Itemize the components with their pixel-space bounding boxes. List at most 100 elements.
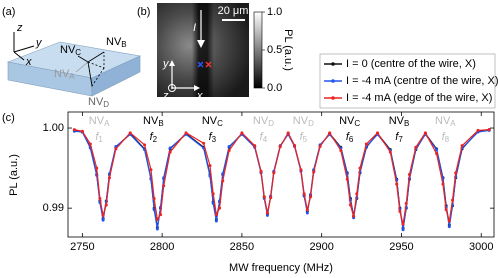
data-point bbox=[305, 208, 309, 212]
data-point bbox=[447, 225, 451, 229]
data-point bbox=[401, 228, 405, 232]
x-tick-label: 3000 bbox=[469, 241, 493, 253]
data-point bbox=[159, 213, 163, 217]
panel-b-image bbox=[157, 3, 263, 97]
data-point bbox=[269, 196, 273, 200]
data-point bbox=[328, 131, 332, 135]
data-point bbox=[253, 144, 257, 148]
dip-f-label-part: f bbox=[209, 131, 213, 143]
data-point bbox=[299, 168, 303, 172]
axis-letter: z bbox=[162, 90, 169, 102]
y-tick-label: 1.00 bbox=[43, 122, 64, 134]
dip-f-label: f3 bbox=[209, 131, 217, 144]
data-point bbox=[214, 213, 218, 217]
data-point bbox=[293, 144, 297, 148]
legend-marker bbox=[331, 62, 335, 66]
dip-nv-label-part: A bbox=[104, 119, 110, 128]
data-point bbox=[101, 218, 105, 222]
dip-nv-label-part: NV bbox=[253, 115, 269, 127]
panel-label: (b) bbox=[137, 6, 150, 18]
nv-axis-label: NVB bbox=[106, 36, 127, 49]
dip-f-label-part: 8 bbox=[445, 135, 450, 144]
data-point bbox=[259, 169, 263, 173]
dip-nv-label: NVD bbox=[253, 115, 274, 128]
data-point bbox=[162, 184, 166, 188]
dip-nv-label-part: NV bbox=[389, 115, 405, 127]
data-point bbox=[262, 195, 266, 199]
data-point bbox=[152, 208, 156, 212]
nv-axis-label: NVC bbox=[60, 44, 81, 57]
dip-nv-label-part: D bbox=[268, 119, 274, 128]
dip-f-label: f1 bbox=[95, 131, 103, 144]
dip-f-label: f2 bbox=[150, 131, 158, 144]
nv-axis-label-part: C bbox=[75, 48, 81, 57]
colorbar-tick-label: 0.5 bbox=[267, 44, 282, 56]
axis-letter: y bbox=[35, 37, 43, 49]
data-point bbox=[152, 197, 156, 201]
dip-f-label-part: f bbox=[346, 131, 350, 143]
nv-axis-label-part: NV bbox=[106, 36, 122, 48]
data-point bbox=[143, 143, 147, 147]
dip-nv-label: NVC bbox=[202, 115, 223, 128]
nv-axis-label-part: A bbox=[69, 72, 75, 81]
nv-axis-label-part: NV bbox=[54, 68, 70, 80]
nv-axis-label-part: B bbox=[121, 40, 126, 49]
data-point bbox=[398, 209, 402, 213]
colorbar-tick-label: 0.0 bbox=[267, 82, 282, 94]
data-point bbox=[155, 227, 159, 231]
legend-label: I = -4 mA (edge of the wire, X) bbox=[346, 92, 492, 104]
data-point bbox=[202, 141, 206, 145]
data-point bbox=[240, 131, 244, 135]
legend-label: I = 0 (centre of the wire, X) bbox=[346, 58, 476, 70]
dip-nv-label-part: C bbox=[354, 119, 360, 128]
x-tick-label: 2900 bbox=[309, 241, 333, 253]
data-point bbox=[454, 171, 458, 175]
dip-nv-label-part: NV bbox=[293, 115, 309, 127]
data-point bbox=[149, 168, 153, 172]
dip-nv-label-part: B bbox=[404, 119, 409, 128]
data-point bbox=[487, 128, 491, 132]
panel-label: (a) bbox=[2, 6, 15, 18]
data-point bbox=[352, 214, 356, 218]
data-point bbox=[227, 144, 231, 148]
data-point bbox=[168, 150, 172, 154]
dip-nv-label-part: C bbox=[217, 119, 223, 128]
data-point bbox=[104, 203, 108, 207]
data-point bbox=[95, 166, 99, 170]
dip-nv-label: NVD bbox=[293, 115, 314, 128]
data-point bbox=[98, 197, 102, 201]
dip-nv-label: NVB bbox=[389, 115, 410, 128]
data-point bbox=[128, 131, 132, 135]
data-point bbox=[441, 182, 445, 186]
data-point bbox=[107, 176, 111, 180]
data-point bbox=[265, 211, 269, 215]
y-axis-label: PL (a.u.) bbox=[8, 154, 20, 196]
dip-f-label-part: 1 bbox=[98, 135, 103, 144]
data-point bbox=[376, 131, 380, 135]
nv-axis-label-part: NV bbox=[60, 44, 76, 56]
data-point bbox=[114, 147, 118, 151]
data-point bbox=[451, 198, 455, 202]
colorbar-tick-label: 1.0 bbox=[267, 6, 282, 18]
dip-nv-label-part: NV bbox=[89, 115, 105, 127]
data-point bbox=[80, 129, 84, 133]
dip-f-label-part: f bbox=[395, 131, 399, 143]
dip-nv-label: NVC bbox=[339, 115, 360, 128]
current-label: I bbox=[193, 22, 196, 34]
data-point bbox=[208, 164, 212, 168]
data-point bbox=[444, 208, 448, 212]
series-line bbox=[74, 129, 490, 230]
dip-f-label-part: f bbox=[95, 131, 99, 143]
data-point bbox=[211, 192, 215, 196]
y-tick-label: 0.99 bbox=[43, 202, 64, 214]
axis-letter: x bbox=[25, 56, 32, 68]
scale-bar-label: 20 μm bbox=[218, 5, 249, 17]
x-tick-label: 2800 bbox=[150, 241, 174, 253]
dip-f-label-part: 5 bbox=[303, 135, 308, 144]
data-point bbox=[423, 131, 427, 135]
data-point bbox=[476, 128, 480, 132]
dip-f-label-part: 7 bbox=[398, 135, 403, 144]
dip-f-label-part: f bbox=[442, 131, 446, 143]
data-point bbox=[309, 195, 313, 199]
data-point bbox=[414, 145, 418, 149]
